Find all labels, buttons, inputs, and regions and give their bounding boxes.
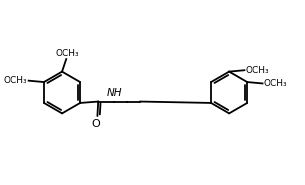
Text: NH: NH [106, 88, 122, 98]
Text: O: O [92, 119, 100, 129]
Text: OCH₃: OCH₃ [55, 49, 79, 58]
Text: OCH₃: OCH₃ [246, 66, 269, 75]
Text: OCH₃: OCH₃ [4, 76, 27, 85]
Text: OCH₃: OCH₃ [264, 79, 288, 88]
